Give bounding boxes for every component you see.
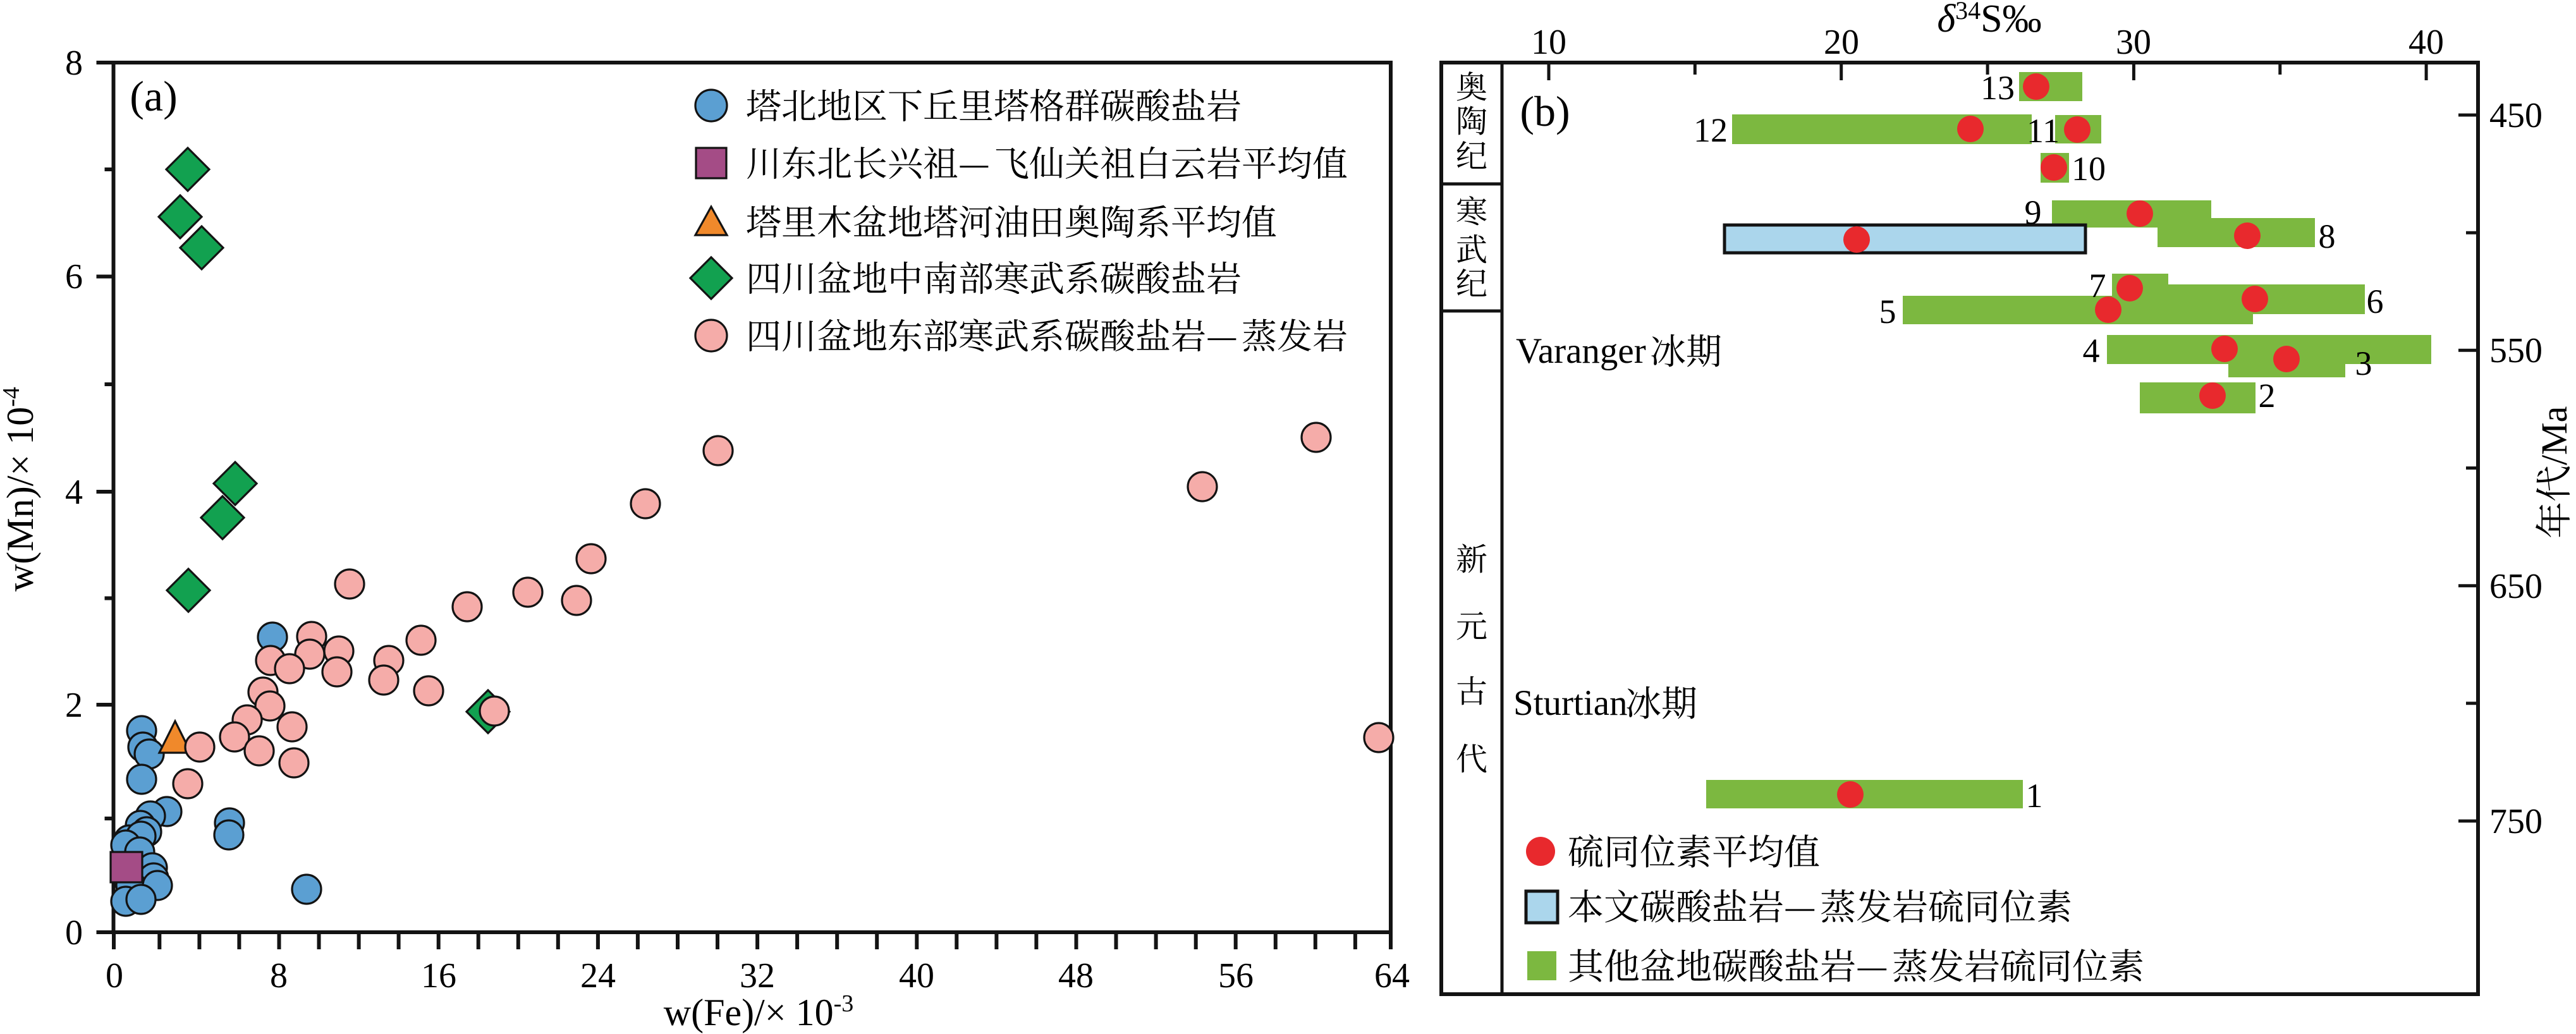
svg-text:(a): (a): [130, 72, 177, 120]
svg-text:32: 32: [740, 956, 775, 995]
svg-text:Sturtian: Sturtian: [1513, 683, 1628, 723]
svg-text:4: 4: [65, 473, 83, 512]
svg-text:5: 5: [1879, 293, 1896, 331]
svg-text:10: 10: [2072, 150, 2106, 188]
svg-text:2: 2: [2259, 377, 2276, 415]
svg-text:w(Mn)/× 10-4: w(Mn)/× 10-4: [0, 387, 41, 592]
svg-text:4: 4: [2083, 332, 2100, 370]
svg-text:0: 0: [106, 956, 123, 995]
svg-text:w(Fe)/× 10-3: w(Fe)/× 10-3: [664, 990, 853, 1033]
svg-text:9: 9: [2025, 193, 2042, 231]
svg-text:7: 7: [2089, 267, 2106, 305]
svg-text:12: 12: [1694, 111, 1728, 149]
svg-text:16: 16: [421, 956, 456, 995]
svg-text:650: 650: [2489, 567, 2542, 606]
svg-text:450: 450: [2489, 96, 2542, 135]
svg-text:8: 8: [65, 44, 83, 83]
svg-text:11: 11: [2027, 112, 2060, 150]
svg-text:3: 3: [2355, 344, 2372, 382]
svg-text:8: 8: [2319, 217, 2336, 255]
svg-text:20: 20: [1824, 23, 1859, 62]
svg-text:1: 1: [2026, 777, 2043, 815]
svg-text:(b): (b): [1520, 87, 1570, 135]
svg-text:6: 6: [2367, 283, 2384, 320]
svg-text:8: 8: [270, 956, 288, 995]
svg-text:/Ma: /Ma: [2534, 406, 2575, 465]
svg-text:40: 40: [899, 956, 934, 995]
svg-text:750: 750: [2489, 802, 2542, 841]
svg-text:40: 40: [2408, 23, 2444, 62]
svg-text:56: 56: [1218, 956, 1254, 995]
svg-text:13: 13: [1981, 69, 2015, 107]
svg-text:550: 550: [2489, 331, 2542, 370]
svg-text:0: 0: [65, 913, 83, 952]
svg-text:Varanger: Varanger: [1516, 331, 1646, 371]
svg-text:δ34S‰: δ34S‰: [1937, 0, 2041, 40]
svg-text:10: 10: [1531, 23, 1566, 62]
svg-text:6: 6: [65, 257, 83, 296]
svg-text:24: 24: [580, 956, 616, 995]
svg-text:64: 64: [1374, 956, 1410, 995]
svg-text:30: 30: [2116, 23, 2151, 62]
svg-text:2: 2: [65, 686, 83, 725]
svg-text:48: 48: [1058, 956, 1094, 995]
